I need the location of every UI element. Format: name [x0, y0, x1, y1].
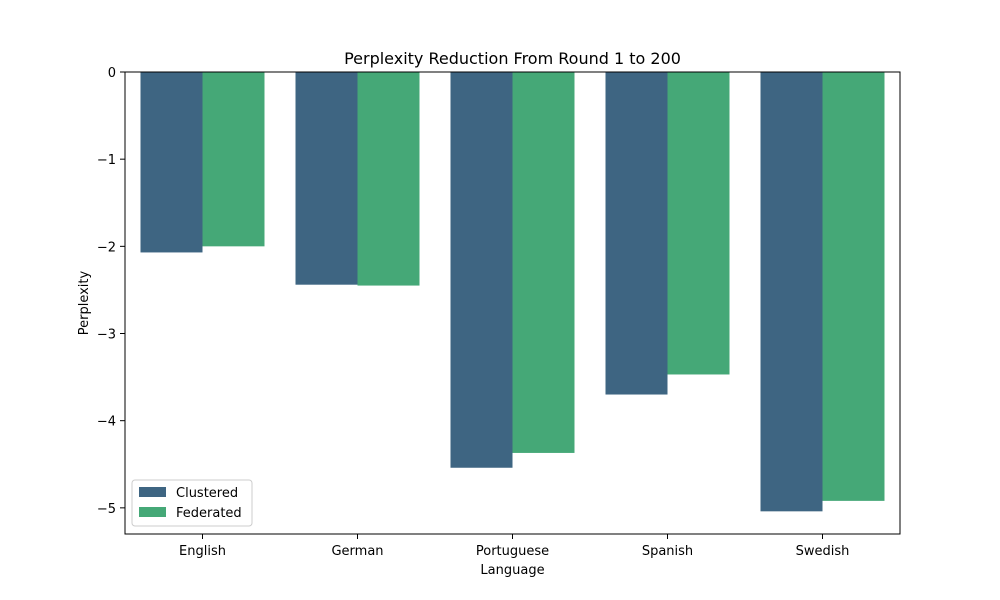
y-tick-label: −1: [97, 153, 116, 168]
y-tick-label: −5: [97, 502, 116, 517]
bar-federated-swedish: [822, 72, 885, 501]
legend: Clustered Federated: [131, 479, 253, 527]
x-tick-label: English: [179, 544, 226, 559]
bar-federated-german: [357, 72, 420, 286]
bar-federated-english: [202, 72, 265, 247]
legend-swatch-federated: [139, 507, 166, 517]
bar-clustered-portuguese: [450, 72, 513, 468]
chart-title: Perplexity Reduction From Round 1 to 200: [344, 49, 681, 68]
bar-federated-portuguese: [512, 72, 575, 453]
x-tick-label: Swedish: [796, 544, 850, 559]
legend-label-federated: Federated: [176, 506, 242, 521]
y-tick-label: −3: [97, 328, 116, 343]
bars-layer: [140, 72, 885, 512]
x-tick-label: Spanish: [642, 544, 693, 559]
x-axis: English German Portuguese Spanish Swedish: [179, 534, 849, 559]
y-tick-label: −2: [97, 240, 116, 255]
x-axis-title: Language: [480, 563, 544, 578]
legend-swatch-clustered: [139, 487, 166, 497]
y-axis: 0 −1 −2 −3 −4 −5: [97, 66, 125, 517]
bar-clustered-spanish: [605, 72, 668, 395]
y-tick-label: −4: [97, 415, 116, 430]
legend-label-clustered: Clustered: [176, 486, 238, 501]
bar-clustered-swedish: [760, 72, 823, 512]
bar-federated-spanish: [667, 72, 730, 375]
bar-clustered-german: [295, 72, 358, 285]
x-tick-label: German: [331, 544, 383, 559]
y-tick-label: 0: [108, 66, 116, 81]
x-tick-label: Portuguese: [476, 544, 549, 559]
y-axis-title: Perplexity: [77, 270, 92, 335]
bar-clustered-english: [140, 72, 203, 253]
